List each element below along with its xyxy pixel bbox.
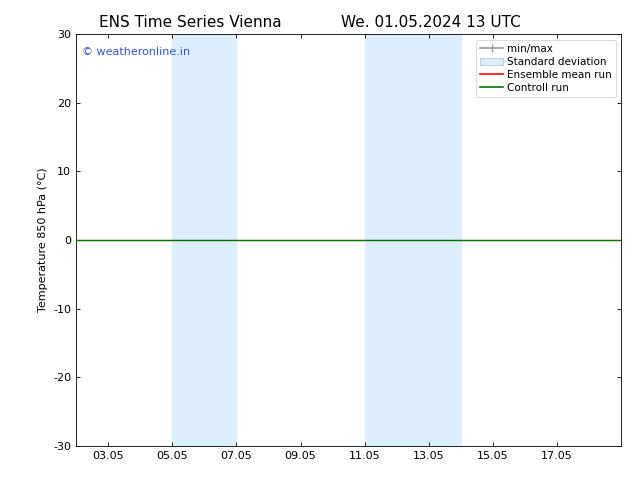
Text: ENS Time Series Vienna: ENS Time Series Vienna: [99, 15, 281, 30]
Y-axis label: Temperature 850 hPa (°C): Temperature 850 hPa (°C): [37, 168, 48, 313]
Bar: [365, 34, 461, 446]
Legend: min/max, Standard deviation, Ensemble mean run, Controll run: min/max, Standard deviation, Ensemble me…: [476, 40, 616, 97]
Text: We. 01.05.2024 13 UTC: We. 01.05.2024 13 UTC: [341, 15, 521, 30]
Bar: [172, 34, 236, 446]
Text: © weatheronline.in: © weatheronline.in: [82, 47, 190, 57]
